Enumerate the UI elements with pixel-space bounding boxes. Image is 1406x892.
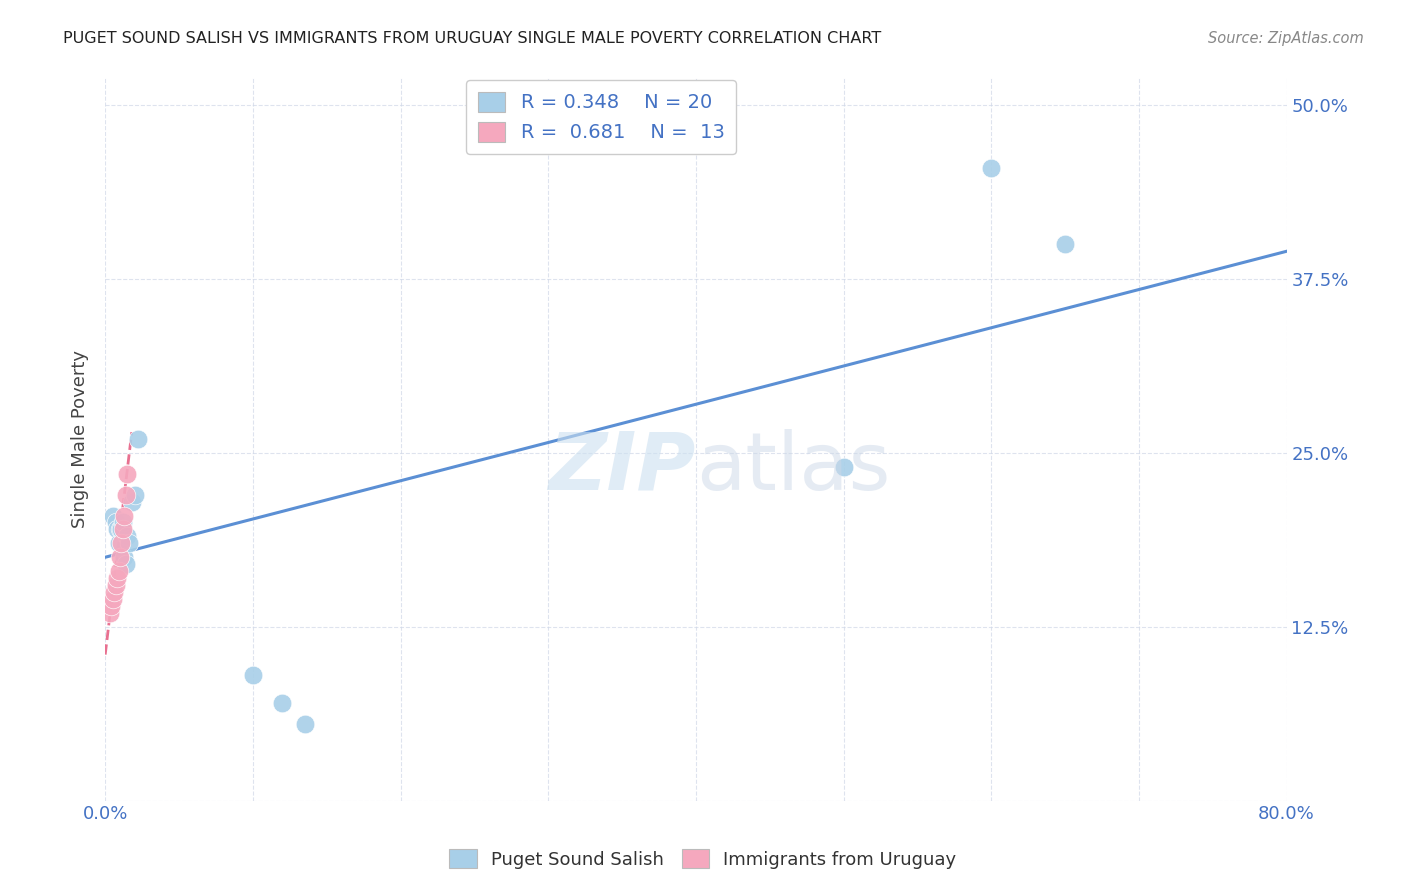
Point bbox=[107, 564, 129, 578]
Legend: Puget Sound Salish, Immigrants from Uruguay: Puget Sound Salish, Immigrants from Urug… bbox=[443, 842, 963, 876]
Point bbox=[117, 529, 139, 543]
Point bbox=[101, 508, 124, 523]
Point bbox=[105, 571, 128, 585]
Point bbox=[108, 523, 131, 537]
Point bbox=[124, 488, 146, 502]
Point bbox=[112, 508, 135, 523]
Point bbox=[101, 591, 124, 606]
Point bbox=[294, 717, 316, 731]
Y-axis label: Single Male Poverty: Single Male Poverty bbox=[72, 350, 89, 528]
Point bbox=[104, 578, 127, 592]
Point bbox=[118, 536, 141, 550]
Point bbox=[115, 558, 138, 572]
Text: atlas: atlas bbox=[696, 429, 890, 507]
Point bbox=[108, 550, 131, 565]
Point bbox=[112, 550, 135, 565]
Point bbox=[127, 432, 149, 446]
Point bbox=[1054, 237, 1077, 252]
Point bbox=[104, 516, 127, 530]
Point bbox=[111, 523, 134, 537]
Text: ZIP: ZIP bbox=[548, 429, 696, 507]
Point bbox=[111, 516, 134, 530]
Point bbox=[100, 599, 122, 613]
Point bbox=[980, 161, 1002, 175]
Point bbox=[121, 494, 143, 508]
Point bbox=[110, 536, 132, 550]
Point bbox=[110, 523, 132, 537]
Point bbox=[107, 536, 129, 550]
Text: PUGET SOUND SALISH VS IMMIGRANTS FROM URUGUAY SINGLE MALE POVERTY CORRELATION CH: PUGET SOUND SALISH VS IMMIGRANTS FROM UR… bbox=[63, 31, 882, 46]
Point bbox=[832, 459, 855, 474]
Text: Source: ZipAtlas.com: Source: ZipAtlas.com bbox=[1208, 31, 1364, 46]
Point bbox=[105, 523, 128, 537]
Point bbox=[103, 585, 125, 599]
Point bbox=[117, 467, 139, 481]
Point bbox=[115, 488, 138, 502]
Point bbox=[98, 606, 121, 620]
Legend: R = 0.348    N = 20, R =  0.681    N =  13: R = 0.348 N = 20, R = 0.681 N = 13 bbox=[467, 80, 737, 154]
Point bbox=[242, 668, 264, 682]
Point bbox=[271, 696, 294, 710]
